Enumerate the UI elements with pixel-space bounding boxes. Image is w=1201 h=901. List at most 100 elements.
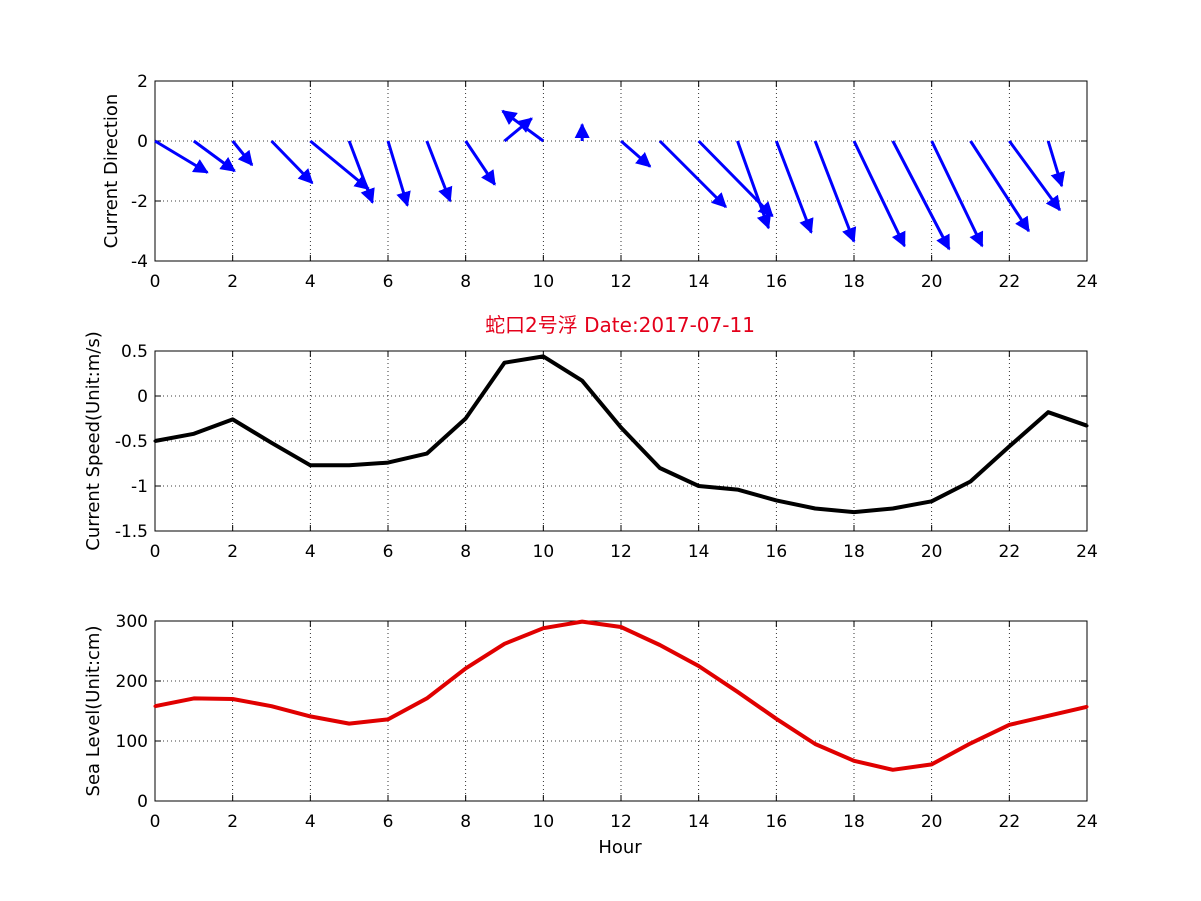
y-tick-label: 0 xyxy=(137,792,148,812)
sea-level-point-hour-6 xyxy=(386,717,390,721)
direction-arrow-hour-4 xyxy=(309,139,370,191)
y-tick-label: 300 xyxy=(116,612,148,632)
sea-level-point-hour-0 xyxy=(153,704,157,708)
sea-level-point-hour-18 xyxy=(852,759,856,763)
x-tick-label: 6 xyxy=(383,812,394,832)
direction-arrow-hour-10 xyxy=(501,109,545,143)
x-tick-label: 18 xyxy=(843,272,865,292)
speed-point-hour-16 xyxy=(774,498,778,502)
direction-arrow-hour-23 xyxy=(1046,140,1066,188)
sea-level-point-hour-20 xyxy=(930,762,934,766)
speed-point-hour-1 xyxy=(192,432,196,436)
direction-arrow-hour-12 xyxy=(620,139,652,168)
direction-arrow-hour-6 xyxy=(386,140,411,207)
direction-arrow-hour-3 xyxy=(270,139,314,185)
x-tick-label: 24 xyxy=(1076,272,1098,292)
sea-level-point-hour-2 xyxy=(231,697,235,701)
x-tick-label: 16 xyxy=(766,272,788,292)
y-axis-label: Current Direction xyxy=(101,94,122,249)
x-tick-label: 2 xyxy=(227,272,238,292)
sea-level-point-hour-17 xyxy=(813,742,817,746)
x-tick-label: 0 xyxy=(150,542,161,562)
y-tick-label: 0.5 xyxy=(121,342,148,362)
x-tick-label: 14 xyxy=(688,542,710,562)
x-tick-label: 12 xyxy=(610,542,632,562)
direction-arrow-hour-5 xyxy=(347,140,375,204)
x-tick-label: 4 xyxy=(305,542,316,562)
y-tick-label: 0 xyxy=(137,387,148,407)
y-tick-label: 100 xyxy=(116,732,148,752)
x-tick-label: 2 xyxy=(227,812,238,832)
x-tick-label: 22 xyxy=(999,542,1021,562)
speed-point-hour-3 xyxy=(270,441,273,445)
speed-point-hour-24 xyxy=(1085,424,1089,428)
x-tick-label: 0 xyxy=(150,272,161,292)
speed-point-hour-0 xyxy=(153,439,157,443)
x-tick-label: 20 xyxy=(921,272,943,292)
y-tick-label: 200 xyxy=(116,672,148,692)
y-tick-label: -1.5 xyxy=(115,522,148,542)
x-tick-label: 12 xyxy=(610,272,632,292)
x-tick-label: 10 xyxy=(533,542,555,562)
x-tick-label: 24 xyxy=(1076,812,1098,832)
x-axis-label-hour: Hour xyxy=(598,837,642,858)
sea-level-point-hour-14 xyxy=(697,664,701,668)
sea-level-point-hour-11 xyxy=(580,620,584,624)
x-tick-label: 4 xyxy=(305,272,316,292)
speed-point-hour-20 xyxy=(930,499,934,503)
direction-arrow-hour-1 xyxy=(192,139,236,173)
sea-level-point-hour-9 xyxy=(503,642,506,646)
sea-level-point-hour-1 xyxy=(192,696,196,700)
sea-level-point-hour-22 xyxy=(1007,723,1011,727)
speed-point-hour-21 xyxy=(969,480,972,483)
speed-point-hour-7 xyxy=(425,452,429,456)
y-tick-label: -2 xyxy=(131,192,148,212)
speed-point-hour-8 xyxy=(464,417,468,420)
direction-arrow-hour-13 xyxy=(658,139,727,209)
direction-arrow-hour-7 xyxy=(425,140,453,203)
direction-arrow-hour-15 xyxy=(736,140,772,230)
speed-point-hour-19 xyxy=(891,507,895,510)
sea-level-point-hour-16 xyxy=(774,717,778,721)
x-tick-label: 8 xyxy=(460,542,471,562)
direction-arrow-hour-16 xyxy=(774,140,814,234)
x-tick-label: 22 xyxy=(999,272,1021,292)
sea-level-point-hour-10 xyxy=(541,626,545,630)
sea-level-point-hour-12 xyxy=(619,625,623,629)
x-tick-label: 12 xyxy=(610,812,632,832)
y-tick-label: -1 xyxy=(131,477,148,497)
direction-arrow-hour-20 xyxy=(930,140,984,248)
speed-point-hour-10 xyxy=(541,354,545,358)
speed-point-hour-15 xyxy=(736,488,739,492)
x-tick-label: 8 xyxy=(460,272,471,292)
speed-point-hour-18 xyxy=(852,510,856,514)
current-speed-panel: 0 2 4 6 8 10 12 14 16 18 20 22 24-1.5-1-0.500.5Curre… xyxy=(83,331,1098,562)
x-tick-label: 10 xyxy=(533,812,555,832)
sea-level-point-hour-3 xyxy=(270,704,273,708)
x-tick-label: 14 xyxy=(688,272,710,292)
x-tick-label: 20 xyxy=(921,812,943,832)
y-tick-label: -0.5 xyxy=(115,432,148,452)
x-tick-label: 18 xyxy=(843,812,865,832)
speed-point-hour-22 xyxy=(1007,444,1011,448)
speed-point-hour-12 xyxy=(619,426,623,429)
speed-point-hour-5 xyxy=(347,463,351,467)
x-tick-label: 14 xyxy=(688,812,710,832)
speed-point-hour-11 xyxy=(580,379,584,383)
x-tick-label: 8 xyxy=(460,812,471,832)
direction-arrow-hour-2 xyxy=(231,140,254,167)
speed-point-hour-2 xyxy=(231,417,235,421)
y-tick-label: 0 xyxy=(137,132,148,152)
sea-level-point-hour-24 xyxy=(1085,705,1089,709)
sea-level-point-hour-15 xyxy=(736,690,739,694)
x-tick-label: 24 xyxy=(1076,542,1098,562)
x-tick-label: 16 xyxy=(766,812,788,832)
speed-point-hour-14 xyxy=(697,484,701,488)
direction-arrow-hour-0 xyxy=(154,139,209,174)
y-tick-label: -4 xyxy=(131,252,148,272)
x-tick-label: 22 xyxy=(999,812,1021,832)
x-tick-label: 6 xyxy=(383,272,394,292)
direction-arrow-hour-19 xyxy=(891,140,951,251)
